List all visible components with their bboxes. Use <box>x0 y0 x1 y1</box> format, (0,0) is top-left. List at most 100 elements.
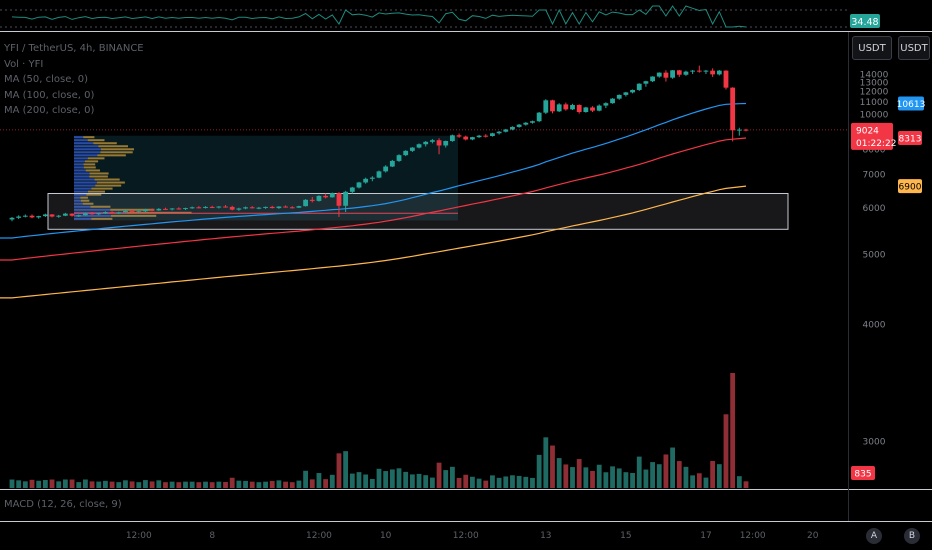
volume-profile-row-down <box>94 178 120 181</box>
volume-profile-row-up <box>74 175 90 178</box>
volume-bar <box>269 480 275 488</box>
volume-bar <box>109 481 115 488</box>
time-tick-label: 8 <box>209 531 215 541</box>
volume-bar <box>296 480 302 488</box>
volume-profile-row-up <box>74 172 90 175</box>
last-price-badge-label: 9024 <box>856 126 879 136</box>
candle-body <box>309 199 315 201</box>
legend-symbol[interactable]: YFI / TetherUS, 4h, BINANCE <box>4 43 144 54</box>
volume-bar <box>396 468 402 488</box>
volume-bar <box>276 480 282 488</box>
price-badges: 10613 8313 6900 9024 01:22:22 835 <box>851 96 925 480</box>
volume-bar <box>409 474 415 488</box>
currency-unit-button-left[interactable]: USDT <box>852 36 892 60</box>
candle-body <box>196 207 202 209</box>
volume-bar <box>9 479 15 488</box>
volume-bar <box>596 464 602 488</box>
macd-legend[interactable]: MACD (12, 26, close, 9) <box>4 499 122 510</box>
volume-bar <box>303 470 309 488</box>
candle-body <box>316 195 322 201</box>
candle-body <box>536 112 542 122</box>
candle-body <box>103 212 108 214</box>
volume-bar <box>583 467 589 488</box>
volume-bar <box>143 480 148 488</box>
volume-bar <box>22 481 28 488</box>
volume-profile-row-down <box>89 175 108 178</box>
ma100-badge <box>898 130 922 145</box>
candle-body <box>696 70 702 72</box>
volume-bar <box>730 373 736 488</box>
volume-profile-row-down <box>111 214 157 217</box>
candle-body <box>283 206 288 208</box>
volume-badge <box>851 466 875 480</box>
candle-body <box>603 103 609 106</box>
volume-profile-row-down <box>82 202 94 205</box>
candle-body <box>363 178 369 183</box>
auto-scale-button[interactable]: A <box>866 528 882 544</box>
time-tick-label: 13 <box>540 531 551 541</box>
volume-profile-row-up <box>74 166 84 169</box>
candle-body <box>209 206 215 208</box>
candle-body <box>109 212 115 214</box>
moving-averages <box>0 102 747 299</box>
candle-body <box>123 210 128 213</box>
volume-bar <box>369 478 375 488</box>
ma50-badge-label: 10613 <box>897 100 926 110</box>
candle-body <box>383 166 389 172</box>
volume-bar <box>536 454 542 488</box>
volume-bar <box>696 473 702 488</box>
volume-bar <box>49 479 55 488</box>
volume-bar <box>156 480 162 488</box>
legend-ma50[interactable]: MA (50, close, 0) <box>4 74 89 85</box>
volume-bar <box>223 481 228 488</box>
volume-bar <box>189 481 195 488</box>
volume-bar <box>670 447 676 488</box>
volume-profile-row-down <box>86 193 102 196</box>
volume-bar <box>42 480 48 488</box>
candle-body <box>349 187 355 192</box>
ma50-badge <box>898 96 924 111</box>
volume-profile-row-down <box>87 139 105 142</box>
candle-body <box>570 104 575 110</box>
volume-profile-row-down <box>87 157 105 160</box>
volume-profile-row-down <box>83 166 96 169</box>
volume-bar <box>736 476 742 488</box>
candle-body <box>496 131 502 134</box>
log-scale-button[interactable]: B <box>904 528 920 544</box>
volume-bar <box>423 475 429 488</box>
candle-body <box>69 213 75 216</box>
volume-bar <box>136 482 142 488</box>
candle-body <box>343 191 349 206</box>
volume-bar <box>216 481 222 488</box>
volume-profile-row-down <box>100 148 134 151</box>
candle-body <box>676 70 682 75</box>
volume-bar <box>236 480 242 488</box>
candle-body <box>389 160 395 167</box>
candle-body <box>523 122 529 125</box>
candle-body <box>730 87 736 131</box>
volume-profile-row-down <box>91 217 113 220</box>
volume-bar <box>283 481 288 488</box>
ma200-badge-label: 6900 <box>899 183 922 193</box>
volume-bars <box>9 373 749 488</box>
currency-unit-button-right[interactable]: USDT <box>898 36 930 60</box>
time-tick-label: 12:00 <box>453 531 479 541</box>
price-axis[interactable]: 1400013000120001100010000900080007000600… <box>860 71 889 448</box>
candle-body <box>249 207 255 209</box>
volume-bar <box>389 469 395 488</box>
candle-body <box>156 208 162 211</box>
volume-profile-row-down <box>100 151 133 154</box>
legend-ma200[interactable]: MA (200, close, 0) <box>4 105 95 116</box>
volume-profile-row-up <box>74 136 84 139</box>
legend-volume[interactable]: Vol · YFI <box>4 58 44 70</box>
price-tick-label: 14000 <box>860 71 889 81</box>
legend-ma100[interactable]: MA (100, close, 0) <box>4 89 95 101</box>
volume-bar <box>503 476 509 488</box>
candle-body <box>610 98 615 104</box>
volume-bar <box>36 480 42 488</box>
volume-bar <box>556 458 562 488</box>
time-axis[interactable]: 12:00 8 12:00 10 12:00 13 15 17 12:00 20 <box>126 531 819 541</box>
volume-profile-row-up <box>74 145 99 148</box>
volume-profile-row-down <box>96 181 125 184</box>
